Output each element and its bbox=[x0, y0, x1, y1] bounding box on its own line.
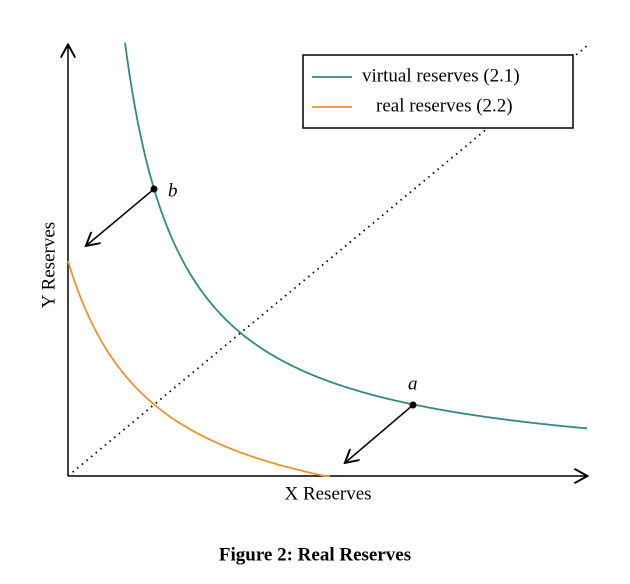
y-label: Y Reserves bbox=[38, 222, 59, 308]
x-label: X Reserves bbox=[284, 483, 371, 504]
legend-label: virtual reserves (2.1) bbox=[362, 65, 520, 86]
real-curve bbox=[67, 260, 330, 477]
legend-label: real reserves (2.2) bbox=[376, 95, 513, 116]
virtual-curve bbox=[124, 42, 588, 430]
point-label: b bbox=[168, 180, 178, 201]
point bbox=[409, 401, 417, 409]
point-label: a bbox=[408, 373, 418, 394]
arrow bbox=[346, 404, 414, 462]
point bbox=[150, 185, 158, 193]
legend bbox=[302, 54, 574, 129]
arrow bbox=[87, 188, 155, 245]
caption: Figure 2: Real Reserves bbox=[219, 544, 411, 565]
